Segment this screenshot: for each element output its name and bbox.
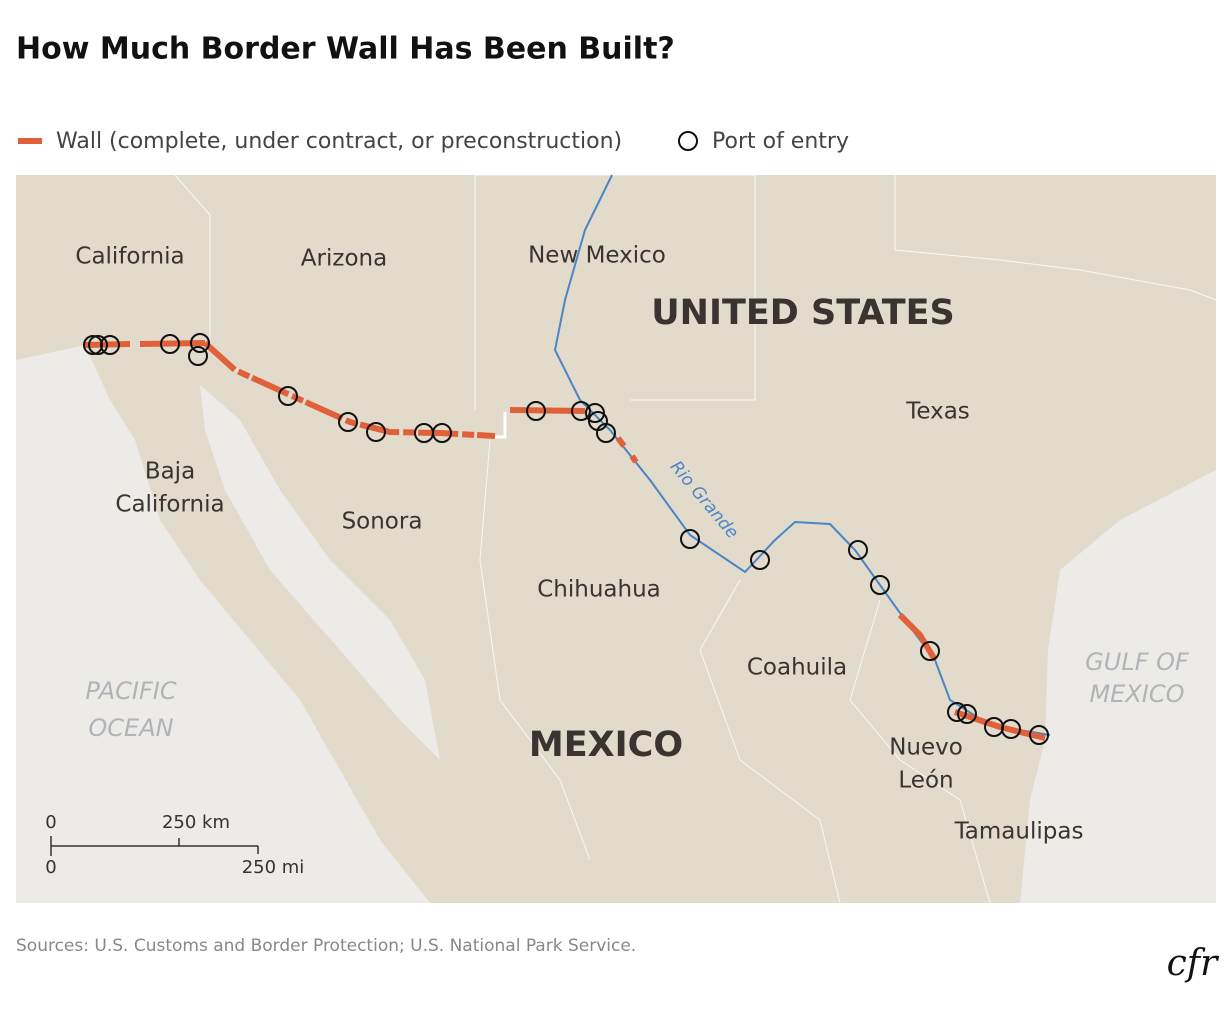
scale-bar: 0 250 km 0 250 mi: [45, 812, 304, 878]
scale-label: 0: [45, 812, 56, 833]
country-label: MEXICO: [529, 725, 683, 765]
water-label: MEXICO: [1089, 680, 1184, 708]
gulf-of-mexico: [1020, 470, 1216, 903]
scale-label: 0: [45, 857, 56, 878]
region-label: Nuevo: [889, 735, 963, 761]
region-label: Coahuila: [747, 655, 847, 681]
water-label: OCEAN: [88, 714, 173, 742]
region-label: Sonora: [342, 509, 423, 535]
scale-label: 250 mi: [242, 857, 305, 878]
title: How Much Border Wall Has Been Built?: [16, 32, 675, 67]
pacific-ocean: [16, 345, 430, 903]
scale-label: 250 km: [162, 812, 230, 833]
border-gap: [495, 412, 507, 439]
water-label: PACIFIC: [85, 677, 176, 705]
region-label: Texas: [905, 399, 970, 425]
region-label: Chihuahua: [537, 577, 661, 603]
ports-of-entry: [83, 333, 1049, 745]
gulf-of-california: [200, 385, 440, 760]
region-label: Baja: [145, 459, 195, 485]
logo: cfr: [1167, 943, 1219, 984]
country-label: UNITED STATES: [651, 293, 954, 333]
map: UNITED STATES MEXICO California Arizona …: [16, 174, 1217, 904]
legend-wall: Wall (complete, under contract, or preco…: [56, 129, 622, 154]
region-label: California: [115, 492, 224, 518]
region-label: León: [898, 768, 953, 794]
legend-port-swatch: [678, 131, 698, 151]
region-label: Arizona: [301, 246, 387, 272]
water-label: GULF OF: [1085, 648, 1190, 676]
state-boundaries: [174, 174, 1217, 904]
region-label: Tamaulipas: [954, 819, 1084, 845]
source: Sources: U.S. Customs and Border Protect…: [16, 936, 636, 956]
region-label: California: [75, 244, 184, 270]
region-label: New Mexico: [528, 243, 666, 269]
legend-port: Port of entry: [712, 129, 849, 154]
